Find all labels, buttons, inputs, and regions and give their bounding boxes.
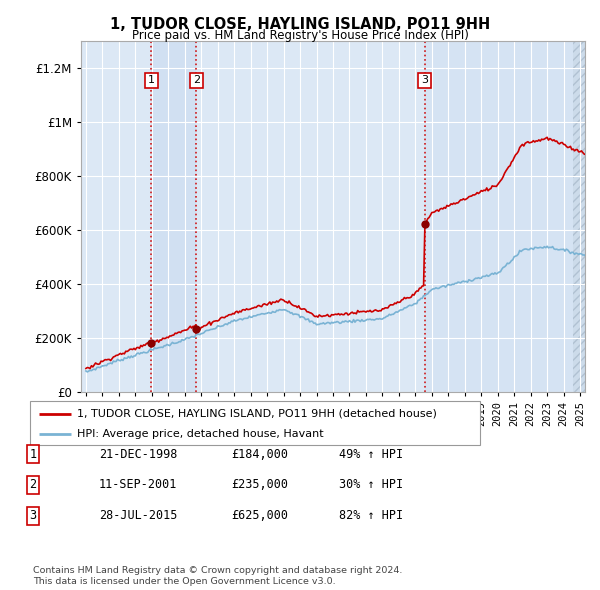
Text: Price paid vs. HM Land Registry's House Price Index (HPI): Price paid vs. HM Land Registry's House …	[131, 30, 469, 42]
Bar	[425, 41, 574, 392]
Text: 1: 1	[148, 76, 155, 86]
Bar	[574, 41, 585, 392]
Bar	[151, 41, 196, 392]
Text: 2: 2	[29, 478, 37, 491]
Text: 21-DEC-1998: 21-DEC-1998	[99, 448, 178, 461]
Text: This data is licensed under the Open Government Licence v3.0.: This data is licensed under the Open Gov…	[33, 577, 335, 586]
Text: 1, TUDOR CLOSE, HAYLING ISLAND, PO11 9HH (detached house): 1, TUDOR CLOSE, HAYLING ISLAND, PO11 9HH…	[77, 409, 437, 418]
Text: 3: 3	[29, 509, 37, 522]
Text: 2: 2	[193, 76, 200, 86]
Text: 11-SEP-2001: 11-SEP-2001	[99, 478, 178, 491]
Text: Contains HM Land Registry data © Crown copyright and database right 2024.: Contains HM Land Registry data © Crown c…	[33, 566, 403, 575]
Text: 1: 1	[29, 448, 37, 461]
FancyBboxPatch shape	[30, 401, 480, 445]
Text: 1, TUDOR CLOSE, HAYLING ISLAND, PO11 9HH: 1, TUDOR CLOSE, HAYLING ISLAND, PO11 9HH	[110, 17, 490, 31]
Text: £235,000: £235,000	[231, 478, 288, 491]
Text: 49% ↑ HPI: 49% ↑ HPI	[339, 448, 403, 461]
Text: HPI: Average price, detached house, Havant: HPI: Average price, detached house, Hava…	[77, 430, 324, 440]
Text: 28-JUL-2015: 28-JUL-2015	[99, 509, 178, 522]
Text: £625,000: £625,000	[231, 509, 288, 522]
Text: 30% ↑ HPI: 30% ↑ HPI	[339, 478, 403, 491]
Text: £184,000: £184,000	[231, 448, 288, 461]
Text: 82% ↑ HPI: 82% ↑ HPI	[339, 509, 403, 522]
Text: 3: 3	[421, 76, 428, 86]
